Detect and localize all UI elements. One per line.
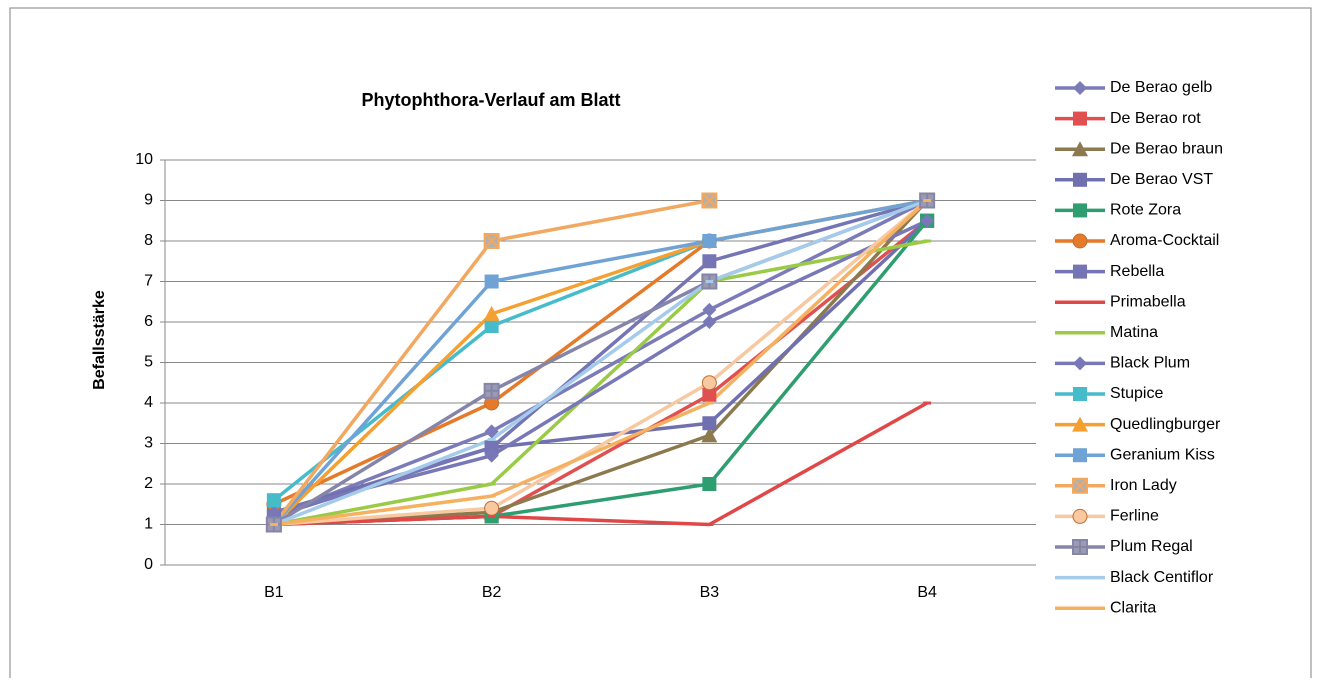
y-tick-label: 9 (144, 192, 153, 209)
legend-label: De Berao braun (1110, 140, 1223, 157)
legend-label: Black Centiflor (1110, 569, 1214, 586)
legend-label: De Berao VST (1110, 171, 1213, 188)
marker (702, 477, 717, 491)
series-line (273, 199, 929, 527)
y-tick-label: 2 (144, 475, 153, 492)
legend-label: Aroma-Cocktail (1110, 232, 1219, 249)
y-tick-label: 0 (144, 556, 153, 573)
series-line (272, 198, 928, 526)
legend-label: De Berao rot (1110, 110, 1201, 127)
series-line (273, 198, 928, 527)
legend-label: Matina (1110, 324, 1158, 341)
marker (1073, 172, 1087, 187)
x-tick-label: B4 (917, 584, 937, 601)
marker (702, 387, 717, 402)
legend-label: Ferline (1110, 508, 1159, 525)
marker (1072, 508, 1088, 524)
marker (1072, 477, 1088, 494)
marker (1072, 416, 1088, 432)
chart-title: Phytophthora-Verlauf am Blatt (361, 90, 620, 110)
legend-label: Rote Zora (1110, 202, 1181, 219)
marker (1073, 203, 1087, 218)
x-tick-label: B3 (700, 584, 720, 601)
marker (1073, 111, 1087, 126)
chart-frame (9, 7, 1312, 683)
marker (483, 305, 500, 321)
marker (266, 505, 281, 520)
marker (1073, 264, 1087, 279)
legend-label: Primabella (1110, 293, 1186, 310)
legend-label: Quedlingburger (1110, 416, 1221, 433)
marker (1073, 387, 1087, 401)
series-line (273, 219, 929, 515)
marker (701, 427, 718, 443)
marker (483, 382, 500, 399)
marker (701, 375, 717, 391)
marker (484, 424, 499, 439)
marker (1072, 141, 1088, 157)
y-tick-label: 1 (144, 516, 153, 533)
marker (266, 493, 281, 508)
y-tick-label: 10 (135, 151, 153, 168)
y-tick-label: 3 (144, 435, 153, 452)
marker (701, 192, 718, 209)
legend-label: Clarita (1110, 599, 1156, 616)
marker (1073, 448, 1087, 463)
legend-label: Iron Lady (1110, 477, 1177, 494)
marker (484, 500, 500, 516)
y-tick-label: 5 (144, 354, 153, 371)
y-tick-label: 7 (144, 273, 153, 290)
marker (1072, 539, 1088, 555)
marker (484, 319, 499, 334)
series-line (273, 219, 928, 515)
legend-label: Black Plum (1110, 355, 1190, 372)
series-line (273, 198, 928, 519)
legend-label: Geranium Kiss (1110, 446, 1215, 463)
x-tick-label: B2 (482, 584, 502, 601)
marker (484, 448, 499, 463)
marker (484, 440, 499, 455)
series-line (273, 401, 928, 527)
marker (702, 234, 717, 248)
y-tick-label: 6 (144, 313, 153, 330)
legend-label: Plum Regal (1110, 538, 1193, 555)
marker (702, 416, 717, 431)
marker (702, 254, 717, 269)
marker (1073, 81, 1087, 95)
y-tick-label: 4 (144, 394, 153, 411)
legend-label: De Berao gelb (1110, 79, 1212, 96)
x-tick-label: B1 (264, 584, 284, 601)
marker (920, 213, 935, 228)
marker (484, 274, 499, 289)
series-line (273, 199, 929, 527)
y-axis-label: Befallsstärke (91, 290, 108, 390)
marker (1072, 233, 1088, 249)
legend-label: Stupice (1110, 385, 1163, 402)
marker (702, 315, 717, 329)
marker (1073, 356, 1087, 371)
legend-label: Rebella (1110, 263, 1164, 280)
marker (483, 233, 500, 249)
series-line (273, 239, 928, 527)
marker (702, 302, 717, 317)
y-tick-label: 8 (144, 232, 153, 249)
series-line (273, 199, 929, 527)
